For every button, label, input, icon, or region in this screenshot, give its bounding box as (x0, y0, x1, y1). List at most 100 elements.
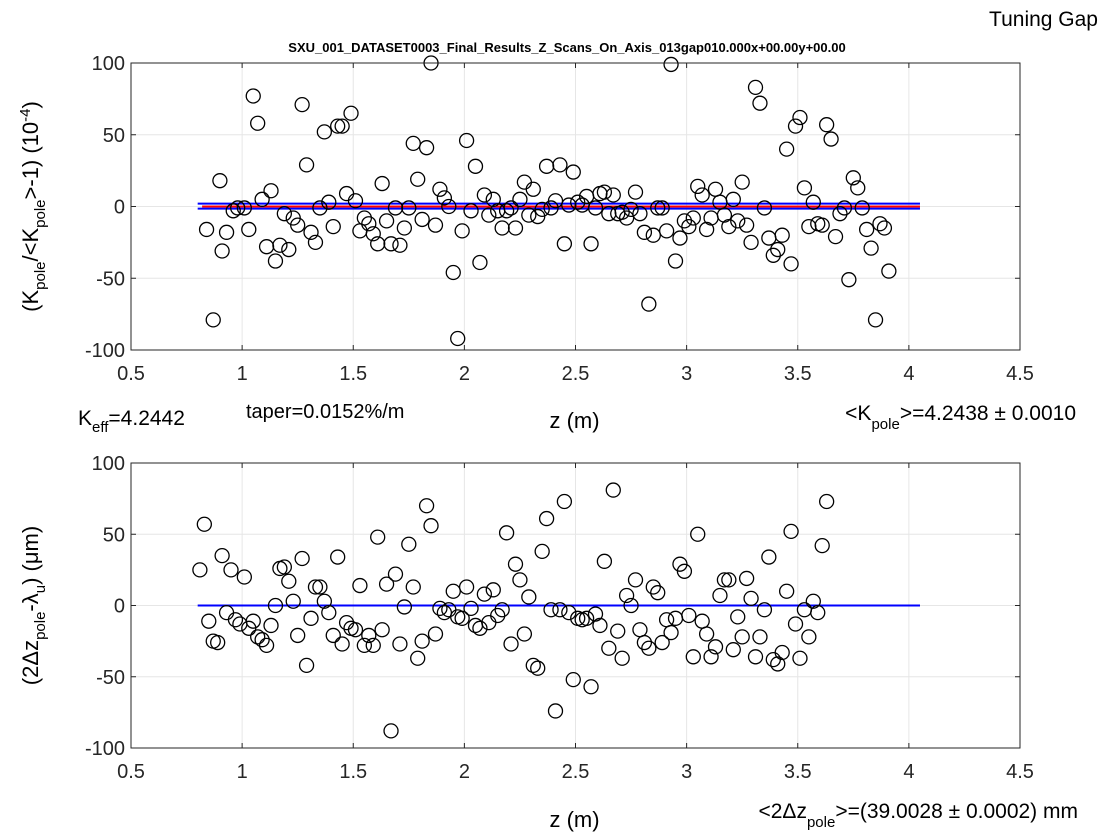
data-point (730, 213, 746, 229)
y-tick-label: -100 (85, 340, 125, 362)
data-point (685, 210, 701, 226)
data-point (592, 617, 608, 634)
data-point (476, 187, 493, 203)
data-point (472, 620, 488, 636)
y-axis-label-part: pole (32, 261, 49, 289)
data-point (756, 602, 773, 618)
x-tick-label: 0.5 (117, 363, 145, 385)
x-tick-label: 3.5 (784, 761, 812, 783)
data-point (227, 612, 244, 628)
data-point (805, 194, 821, 210)
y-axis-label-part: pole (32, 612, 49, 640)
data-point (801, 629, 817, 645)
data-point (787, 616, 804, 632)
data-point (387, 566, 404, 582)
data-point (547, 703, 564, 719)
data-point (258, 637, 275, 654)
data-point (636, 634, 653, 651)
data-point (272, 237, 288, 253)
data-point (623, 201, 639, 218)
data-point (632, 206, 648, 222)
data-point (432, 600, 448, 616)
keff-value: =4.2442 (108, 407, 185, 430)
data-point (334, 636, 350, 652)
data-point (414, 633, 430, 649)
data-point (743, 234, 759, 251)
data-point (663, 624, 679, 641)
data-point (770, 241, 786, 258)
data-point (383, 236, 399, 252)
data-point (596, 184, 613, 200)
data-point (290, 217, 306, 233)
data-point (214, 243, 230, 259)
data-point (267, 597, 284, 614)
data-point (210, 634, 226, 651)
data-point (721, 218, 737, 235)
data-point (747, 649, 764, 665)
data-point (361, 627, 377, 644)
data-point (827, 228, 844, 245)
data-point (561, 197, 577, 213)
dz-average-prefix: <2Δz (758, 800, 806, 823)
y-tick-label: 0 (114, 197, 125, 219)
y-axis-label-part: (2Δz (18, 640, 43, 685)
data-point (796, 180, 813, 196)
data-point (303, 224, 319, 240)
data-point (525, 657, 541, 673)
data-point (405, 135, 421, 152)
data-point (814, 538, 830, 554)
data-point (681, 607, 697, 624)
data-point (436, 190, 453, 206)
y-tick-label: -50 (96, 667, 125, 689)
data-point (418, 498, 435, 514)
data-point (370, 236, 386, 252)
data-point (556, 493, 573, 510)
data-point (427, 217, 444, 233)
x-tick-label: 2.5 (562, 761, 590, 783)
data-point (201, 613, 217, 629)
data-point (454, 223, 470, 239)
data-point (298, 657, 315, 673)
data-point (476, 586, 493, 602)
data-point (198, 221, 215, 238)
data-point (365, 226, 381, 242)
x-tick-label: 4 (903, 761, 914, 783)
x-tick-label: 2 (459, 363, 470, 385)
data-point (352, 577, 368, 594)
data-point (596, 553, 613, 569)
axes-frame (130, 462, 1021, 749)
kpole-average-subscript: pole (871, 416, 899, 433)
data-point (250, 115, 266, 131)
x-axis-label: z (m) (549, 807, 599, 832)
data-point (205, 312, 221, 328)
y-axis-label-part: pole (32, 199, 49, 227)
data-point (396, 599, 413, 615)
data-point (761, 549, 777, 565)
data-point (196, 516, 212, 532)
data-point (587, 200, 604, 216)
data-point (250, 629, 266, 645)
data-point (370, 529, 386, 545)
data-point (223, 562, 239, 578)
data-point (752, 95, 768, 111)
data-point (725, 642, 741, 658)
x-tick-label: 3 (681, 363, 692, 385)
data-point (192, 562, 208, 578)
data-point (485, 191, 501, 207)
y-axis-label-part: ) (18, 101, 43, 108)
data-point (290, 627, 306, 644)
data-point (601, 640, 617, 656)
data-point (734, 629, 750, 645)
data-point (392, 237, 408, 253)
data-point (676, 213, 693, 229)
data-point (414, 211, 430, 228)
data-point (583, 679, 599, 695)
data-point (663, 56, 679, 73)
data-point (276, 206, 293, 222)
data-point (432, 181, 448, 197)
data-point (454, 610, 470, 626)
data-point (427, 626, 444, 642)
data-point (752, 629, 768, 645)
y-axis-label-part: >-1) (10 (18, 122, 43, 200)
data-point (645, 579, 661, 595)
